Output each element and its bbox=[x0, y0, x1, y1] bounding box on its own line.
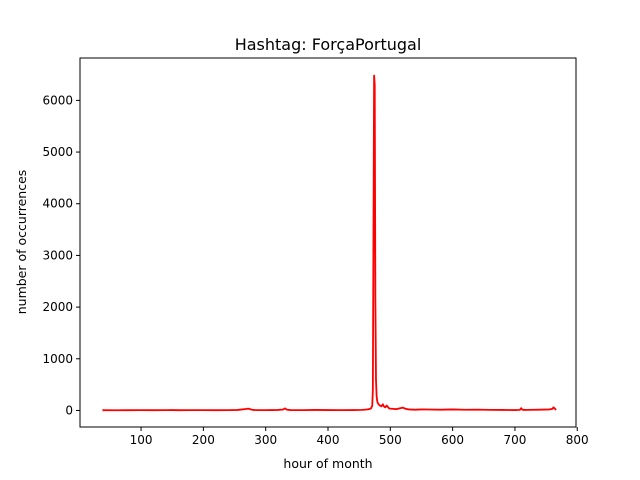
y-tick-label: 3000 bbox=[42, 248, 73, 262]
x-tick-label: 700 bbox=[503, 433, 526, 447]
y-tick-label: 6000 bbox=[42, 93, 73, 107]
y-tick-label: 5000 bbox=[42, 145, 73, 159]
x-axis-ticks: 100 200 300 400 500 600 700 800 bbox=[130, 427, 589, 447]
x-tick-label: 800 bbox=[566, 433, 589, 447]
y-tick-label: 0 bbox=[65, 403, 73, 417]
y-tick-label: 4000 bbox=[42, 197, 73, 211]
x-tick-label: 500 bbox=[379, 433, 402, 447]
x-tick-label: 100 bbox=[130, 433, 153, 447]
plot-area bbox=[80, 58, 576, 427]
x-tick-label: 300 bbox=[254, 433, 277, 447]
y-axis-ticks: 0 1000 2000 3000 4000 5000 6000 bbox=[42, 93, 80, 417]
y-axis-label: number of occurrences bbox=[14, 170, 29, 315]
x-tick-label: 400 bbox=[317, 433, 340, 447]
y-tick-label: 1000 bbox=[42, 352, 73, 366]
x-tick-label: 200 bbox=[192, 433, 215, 447]
x-axis-label: hour of month bbox=[283, 456, 372, 471]
y-tick-label: 2000 bbox=[42, 300, 73, 314]
plot-frame bbox=[79, 57, 577, 428]
series-line bbox=[102, 74, 557, 412]
series-layer bbox=[102, 74, 557, 412]
chart-title: Hashtag: ForçaPortugal bbox=[235, 35, 422, 54]
x-tick-label: 600 bbox=[441, 433, 464, 447]
